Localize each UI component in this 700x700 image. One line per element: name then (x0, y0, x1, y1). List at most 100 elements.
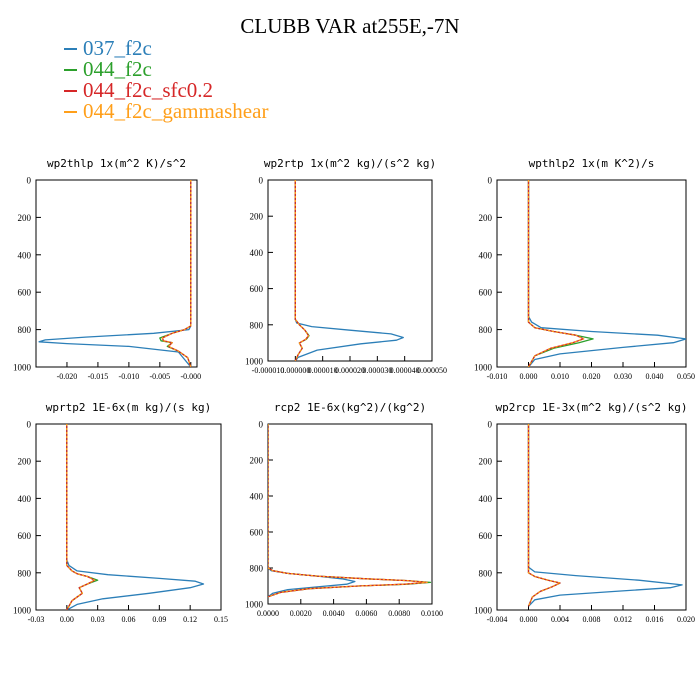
chart-panel-1: wp2thlp 1x(m^2 K)/s^2 0 200 400 600 800 1000 -0… (13, 157, 201, 381)
y-tick-label: 600 (250, 528, 264, 538)
x-tick-label: 0.000 (520, 615, 538, 624)
figure-title: CLUBB VAR at255E,-7N (240, 14, 460, 38)
y-tick-label: 1000 (245, 600, 264, 610)
y-tick-label: 800 (250, 564, 264, 574)
legend-swatch (64, 47, 77, 50)
x-tick-label: 0.000050 (417, 366, 447, 375)
series-line-044_f2c_gammashear (66, 424, 96, 610)
y-tick-label: 600 (18, 288, 32, 298)
legend-swatch (64, 89, 77, 92)
x-tick-label: 0.15 (214, 615, 228, 624)
y-tick-label: 400 (18, 250, 32, 260)
y-tick-label: 1000 (474, 363, 493, 373)
series-line-044_f2c_sfc0.2 (527, 180, 585, 367)
legend-label: 044_f2c_gammashear (83, 99, 269, 123)
x-tick-label: 0.000020 (335, 366, 365, 375)
series-line-044_f2c_gammashear (527, 180, 585, 367)
x-tick-label: 0.0080 (388, 609, 410, 618)
y-tick-label: 600 (479, 531, 493, 541)
y-tick-label: 800 (250, 320, 264, 330)
series-line-044_f2c_sfc0.2 (527, 424, 561, 607)
x-tick-label: 0.12 (183, 615, 197, 624)
x-tick-label: -0.010 (487, 372, 508, 381)
x-tick-label: 0.03 (91, 615, 105, 624)
series-line-044_f2c_sfc0.2 (161, 180, 192, 367)
x-tick-label: 0.0040 (323, 609, 345, 618)
legend-label: 044_f2c (83, 57, 152, 81)
plot-frame (35, 423, 222, 611)
legend-label: 037_f2c (83, 36, 152, 60)
x-tick-label: -0.000010 (252, 366, 285, 375)
y-tick-label: 800 (18, 568, 32, 578)
x-tick-label: -0.005 (150, 372, 171, 381)
legend-label: 044_f2c_sfc0.2 (83, 78, 214, 102)
legend-entry-037-f2c: 037_f2c (64, 38, 268, 59)
chart-title: wpthlp2 1x(m K^2)/s (529, 157, 655, 170)
chart-panel-3: wpthlp2 1x(m K^2)/s 0 200 400 600 800 1000-0.0… (474, 157, 695, 381)
x-tick-label: 0.0060 (355, 609, 377, 618)
legend: 037_f2c 044_f2c 044_f2c_sfc0.2 044_f2c_g… (64, 38, 268, 122)
series-line-044_f2c (66, 424, 99, 610)
y-tick-label: 0 (488, 420, 493, 430)
x-tick-label: 0.00 (60, 615, 74, 624)
x-tick-label: 0.000010 (308, 366, 338, 375)
y-tick-label: 400 (250, 248, 264, 258)
y-tick-label: 0 (259, 176, 264, 186)
x-tick-label: 0.012 (614, 615, 632, 624)
x-tick-label: -0.020 (57, 372, 78, 381)
x-tick-label: 0.004 (551, 615, 569, 624)
legend-entry-044-f2c-sfc0.2: 044_f2c_sfc0.2 (64, 80, 268, 101)
chart-title: wp2rtp 1x(m^2 kg)/(s^2 kg) (264, 157, 436, 170)
y-tick-label: 400 (479, 250, 493, 260)
x-tick-label: 0.000 (520, 372, 538, 381)
y-tick-label: 200 (479, 457, 493, 467)
y-tick-label: 600 (479, 288, 493, 298)
x-tick-label: 0.09 (152, 615, 166, 624)
y-tick-label: 400 (250, 492, 264, 502)
x-tick-label: 0.020 (583, 372, 601, 381)
series-line-044_f2c_sfc0.2 (294, 180, 310, 361)
series-line-044_f2c_gammashear (527, 424, 561, 607)
chart-panel-4: wprtp2 1E-6x(m kg)/(s kg) 0 200 400 600 800 10… (13, 401, 228, 624)
series-line-044_f2c_gammashear (161, 180, 192, 367)
chart-title: wp2thlp 1x(m^2 K)/s^2 (47, 157, 186, 170)
y-tick-label: 600 (250, 284, 264, 294)
chart-panel-5: rcp2 1E-6x(kg^2)/(kg^2) 0 200 400 600 800 1000… (245, 401, 443, 618)
series-line-044_f2c (268, 424, 432, 598)
y-tick-label: 200 (479, 213, 493, 223)
y-tick-label: 200 (18, 213, 32, 223)
x-tick-label: 0.000040 (390, 366, 420, 375)
chart-title: wprtp2 1E-6x(m kg)/(s kg) (46, 401, 212, 414)
series-line-037_f2c (38, 180, 192, 367)
y-tick-label: 0 (488, 176, 493, 186)
legend-entry-044-f2c-gammashear: 044_f2c_gammashear (64, 101, 268, 122)
x-tick-label: 0.020 (677, 615, 695, 624)
series-line-044_f2c_gammashear (294, 180, 310, 361)
chart-title: wp2rcp 1E-3x(m^2 kg)/(s^2 kg) (495, 401, 687, 414)
x-tick-label: 0.016 (646, 615, 664, 624)
plot-frame (267, 423, 433, 605)
x-tick-label: 0.050 (677, 372, 695, 381)
y-tick-label: 200 (250, 456, 264, 466)
series-line-037_f2c (294, 180, 404, 361)
legend-swatch (64, 68, 77, 71)
y-tick-label: 800 (18, 325, 32, 335)
series-line-044_f2c_gammashear (268, 424, 428, 598)
x-tick-label: -0.010 (119, 372, 140, 381)
plot-frame (35, 179, 198, 368)
y-tick-label: 1000 (13, 363, 32, 373)
y-tick-label: 200 (18, 457, 32, 467)
x-tick-label: 0.008 (583, 615, 601, 624)
x-tick-label: 0.0020 (290, 609, 312, 618)
y-tick-label: 0 (27, 176, 32, 186)
series-line-037_f2c (66, 424, 205, 610)
x-tick-label: 0.030 (614, 372, 632, 381)
y-tick-label: 400 (18, 494, 32, 504)
series-line-044_f2c_sfc0.2 (268, 424, 428, 598)
x-tick-label: 0.000030 (362, 366, 392, 375)
series-line-037_f2c (527, 180, 686, 367)
chart-panel-6: wp2rcp 1E-3x(m^2 kg)/(s^2 kg)0 200 400 600 8… (474, 401, 695, 624)
x-tick-label: -0.004 (487, 615, 508, 624)
y-tick-label: 200 (250, 212, 264, 222)
